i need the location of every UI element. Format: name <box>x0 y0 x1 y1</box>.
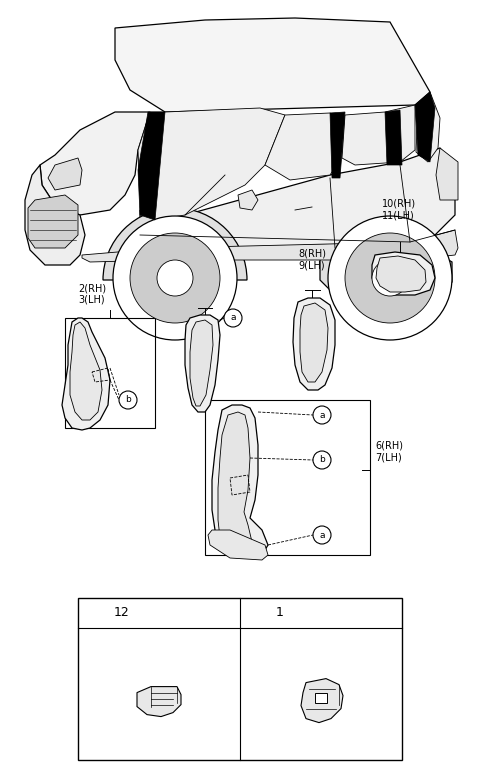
Circle shape <box>328 216 452 340</box>
Polygon shape <box>140 148 455 248</box>
Text: a: a <box>319 411 325 419</box>
Bar <box>65 318 155 428</box>
Wedge shape <box>103 208 247 280</box>
Polygon shape <box>415 92 435 162</box>
Circle shape <box>119 391 137 409</box>
Polygon shape <box>82 230 458 262</box>
Polygon shape <box>25 165 85 265</box>
Circle shape <box>224 309 242 327</box>
Polygon shape <box>70 322 102 420</box>
Polygon shape <box>376 256 426 292</box>
Polygon shape <box>190 320 213 406</box>
Polygon shape <box>28 195 78 248</box>
Circle shape <box>253 604 271 622</box>
Text: b: b <box>125 396 131 404</box>
Polygon shape <box>238 190 258 210</box>
Polygon shape <box>115 18 430 112</box>
Circle shape <box>91 604 109 622</box>
Polygon shape <box>300 303 328 382</box>
Polygon shape <box>342 105 415 165</box>
Polygon shape <box>265 113 340 180</box>
Bar <box>205 400 370 555</box>
Text: a: a <box>230 314 236 322</box>
Polygon shape <box>385 110 402 165</box>
Circle shape <box>113 216 237 340</box>
Circle shape <box>313 406 331 424</box>
Polygon shape <box>212 405 268 558</box>
Text: b: b <box>319 455 325 465</box>
Text: 4(RH)
5(LH): 4(RH) 5(LH) <box>188 271 216 292</box>
Text: 12: 12 <box>114 607 130 619</box>
Text: 1: 1 <box>276 607 284 619</box>
Text: 2(RH)
3(LH): 2(RH) 3(LH) <box>78 283 106 305</box>
Polygon shape <box>137 687 181 716</box>
Polygon shape <box>138 108 285 220</box>
Text: 6(RH)
7(LH): 6(RH) 7(LH) <box>375 440 403 462</box>
Polygon shape <box>372 252 435 295</box>
Polygon shape <box>320 248 452 295</box>
Polygon shape <box>293 298 335 390</box>
Polygon shape <box>218 412 252 548</box>
Polygon shape <box>185 315 220 412</box>
Circle shape <box>313 451 331 469</box>
Circle shape <box>313 526 331 544</box>
Circle shape <box>372 260 408 296</box>
Polygon shape <box>40 112 150 215</box>
Circle shape <box>130 233 220 323</box>
Text: 10(RH)
11(LH): 10(RH) 11(LH) <box>382 199 416 220</box>
Text: b: b <box>259 608 265 618</box>
Polygon shape <box>330 112 345 178</box>
Bar <box>78 598 402 760</box>
Polygon shape <box>436 148 458 200</box>
Polygon shape <box>48 158 82 190</box>
Text: a: a <box>97 608 103 618</box>
Polygon shape <box>138 112 165 220</box>
Polygon shape <box>62 318 110 430</box>
Circle shape <box>345 233 435 323</box>
Text: 8(RH)
9(LH): 8(RH) 9(LH) <box>298 249 326 270</box>
Polygon shape <box>315 693 327 702</box>
Circle shape <box>157 260 193 296</box>
Polygon shape <box>301 679 343 723</box>
Polygon shape <box>416 92 440 162</box>
Text: a: a <box>319 530 325 540</box>
Polygon shape <box>208 530 268 560</box>
